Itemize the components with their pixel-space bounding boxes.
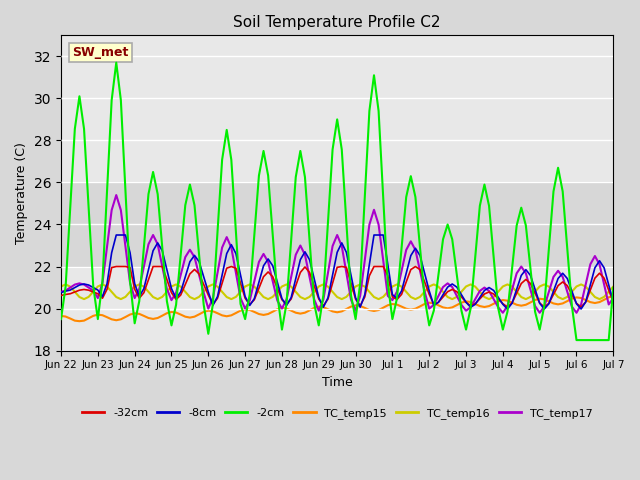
Title: Soil Temperature Profile C2: Soil Temperature Profile C2 bbox=[234, 15, 441, 30]
Bar bbox=[61, 182, 613, 266]
Text: SW_met: SW_met bbox=[72, 46, 129, 59]
Y-axis label: Temperature (C): Temperature (C) bbox=[15, 142, 28, 244]
X-axis label: Time: Time bbox=[322, 376, 353, 389]
Legend: -32cm, -8cm, -2cm, TC_temp15, TC_temp16, TC_temp17: -32cm, -8cm, -2cm, TC_temp15, TC_temp16,… bbox=[77, 404, 597, 423]
